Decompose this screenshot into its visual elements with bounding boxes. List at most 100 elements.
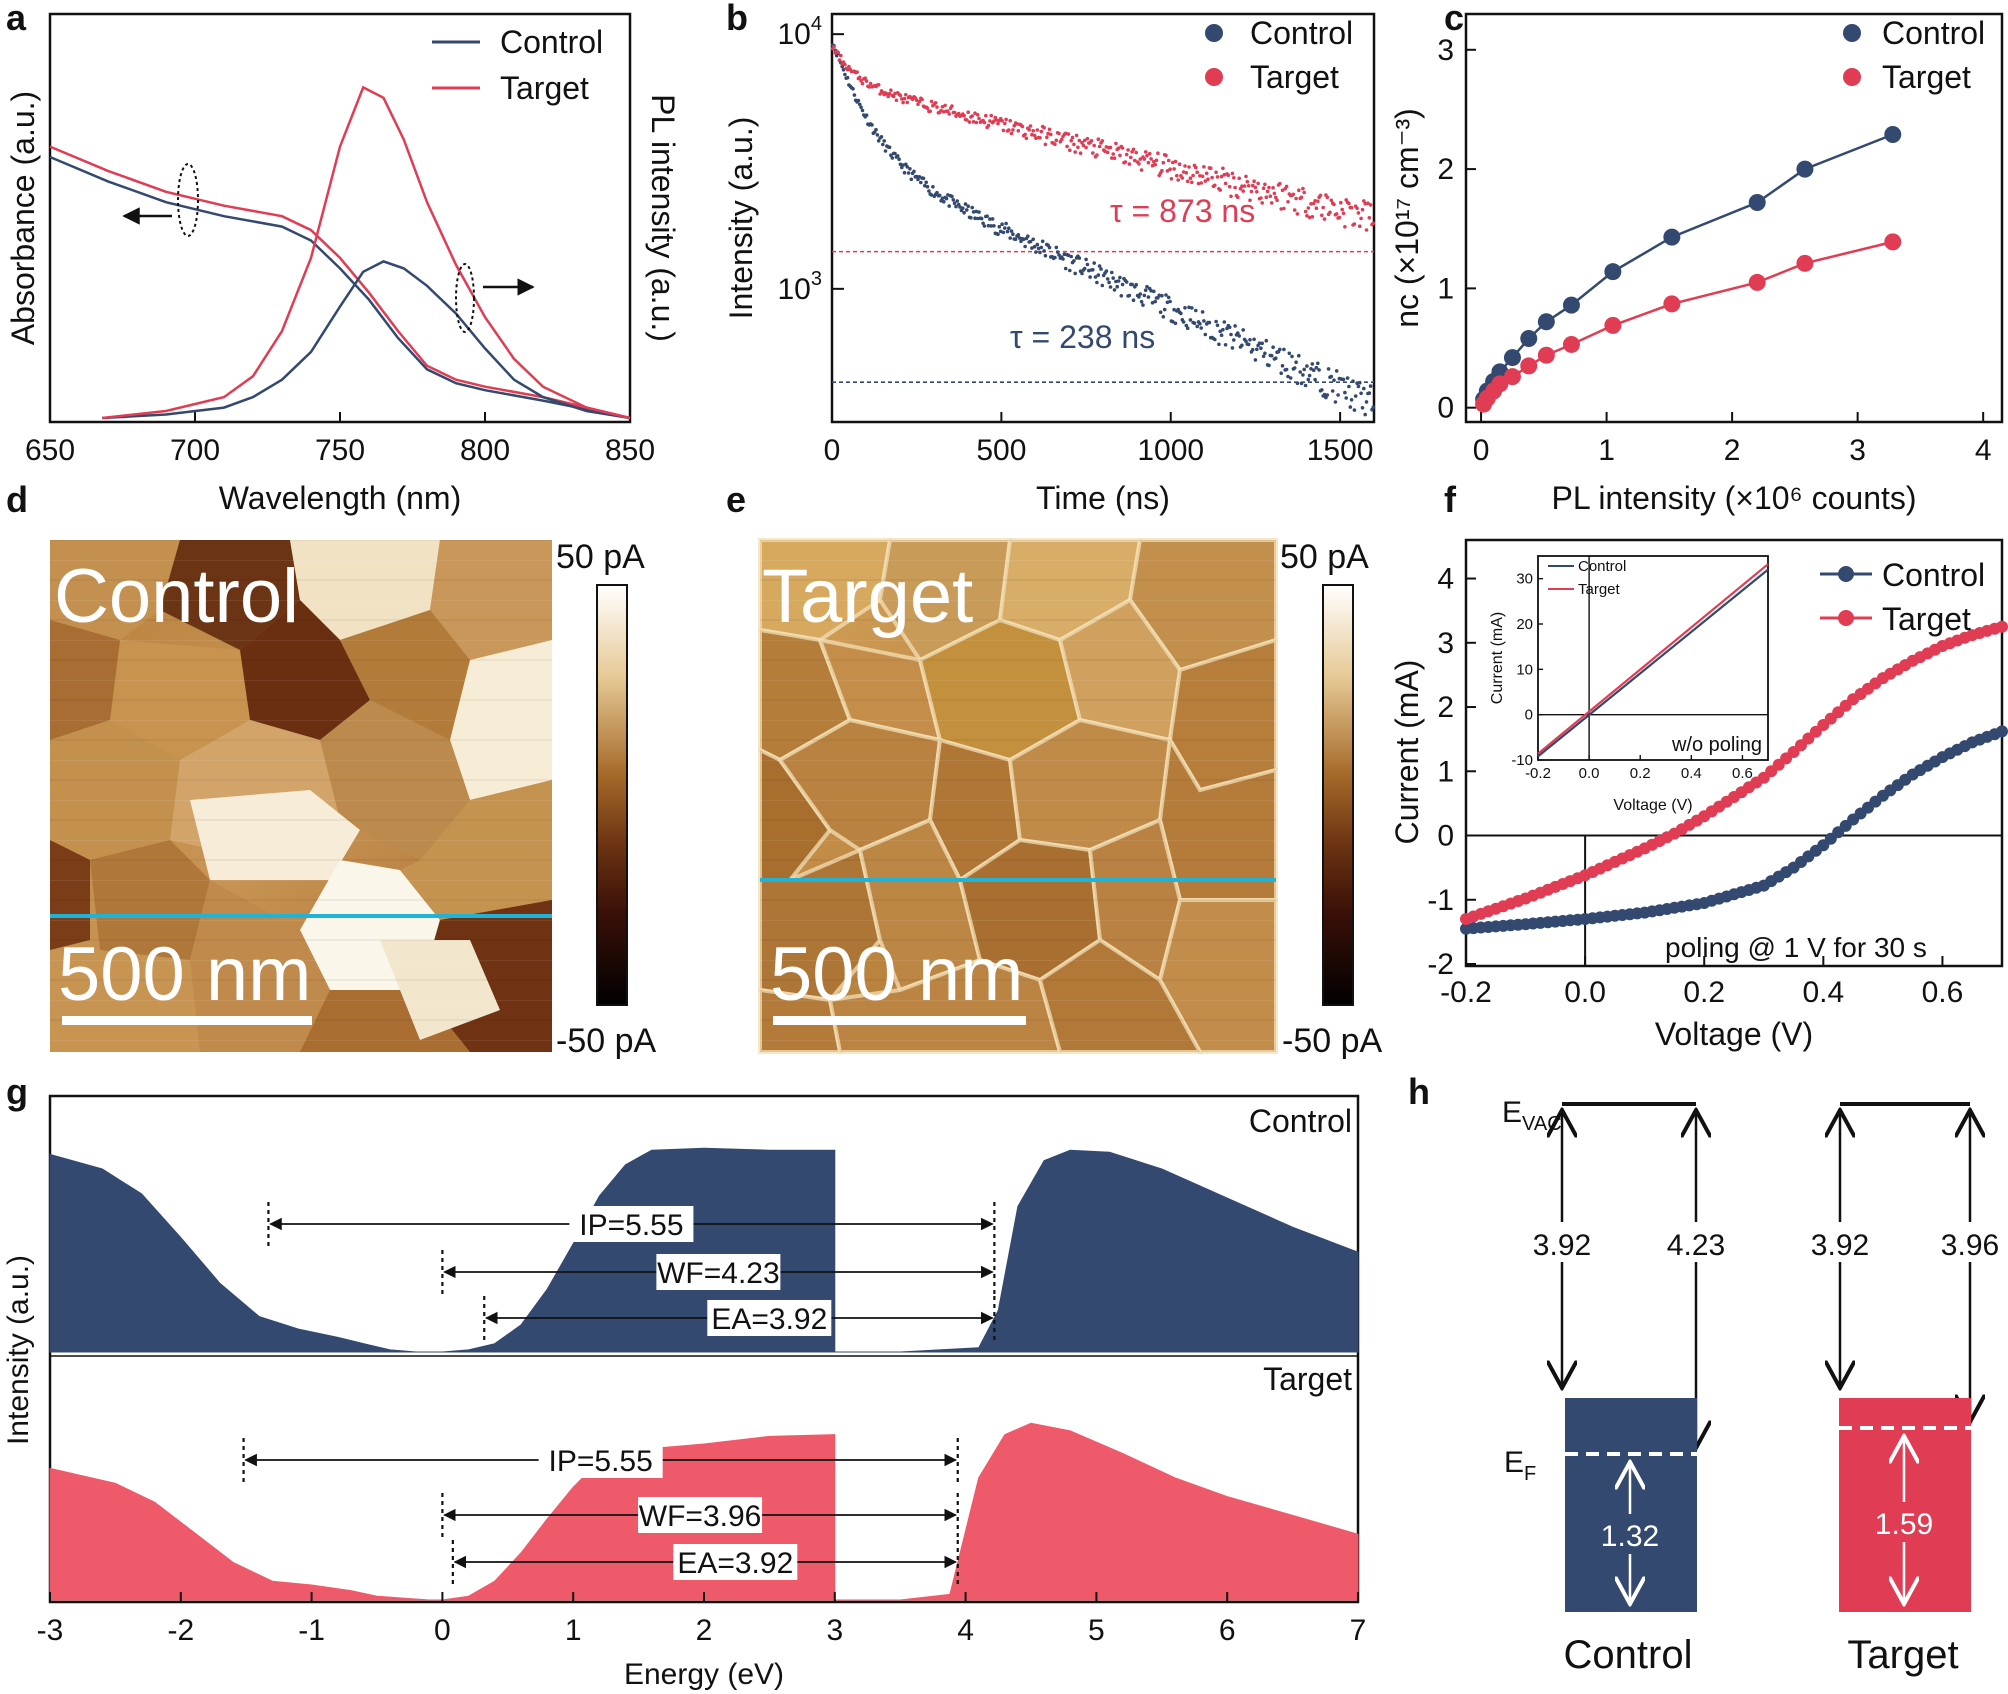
panel-g-plot-area: IP=5.55 WF=4.23 EA=3.92 IP=5.55 WF=3.96 EA=3.… bbox=[37, 1147, 1366, 1647]
panel-b-plot-area: 0 500 1000 1500 103 104 bbox=[778, 13, 1376, 467]
decay-point bbox=[1145, 284, 1149, 289]
decay-point bbox=[1112, 288, 1117, 292]
decay-point bbox=[1111, 152, 1115, 156]
panel-label-g: g bbox=[6, 1071, 28, 1112]
data-point-target bbox=[1491, 375, 1509, 393]
inset-xlabel: Voltage (V) bbox=[1613, 797, 1692, 814]
ups-span-label: EA=3.92 bbox=[677, 1547, 793, 1580]
decay-point bbox=[1368, 203, 1373, 207]
data-point-control bbox=[1663, 228, 1681, 246]
x-tick-label-g: 4 bbox=[957, 1614, 974, 1647]
data-point-control bbox=[1503, 349, 1521, 367]
decay-point bbox=[1367, 391, 1372, 395]
decay-point bbox=[1278, 347, 1282, 352]
decay-point bbox=[1089, 139, 1094, 143]
x-tick-label-a: 850 bbox=[605, 434, 655, 467]
decay-point bbox=[1143, 150, 1148, 154]
decay-point bbox=[1241, 189, 1245, 193]
decay-point bbox=[1016, 129, 1021, 133]
decay-point bbox=[1005, 229, 1010, 234]
decay-point bbox=[1043, 253, 1048, 258]
decay-point bbox=[1026, 234, 1030, 238]
decay-point bbox=[1013, 237, 1018, 242]
decay-point bbox=[1096, 137, 1101, 141]
decay-point bbox=[1322, 392, 1327, 397]
decay-point bbox=[1325, 393, 1330, 397]
decay-point bbox=[1207, 320, 1212, 325]
decay-point bbox=[935, 105, 939, 109]
decay-point bbox=[1263, 182, 1267, 187]
decay-point bbox=[839, 53, 843, 58]
panel-f-ylabel: Current (mA) bbox=[1389, 660, 1425, 845]
decay-point bbox=[900, 97, 904, 101]
decay-point bbox=[1095, 280, 1099, 285]
legend-label-target: Target bbox=[500, 70, 589, 106]
decay-point bbox=[1141, 303, 1145, 307]
inset-y-tick-label: -10 bbox=[1511, 752, 1533, 769]
decay-point bbox=[1313, 199, 1317, 203]
decay-point bbox=[1158, 310, 1163, 315]
decay-point bbox=[1246, 184, 1251, 188]
legend-dot-control bbox=[1838, 566, 1854, 582]
decay-point bbox=[1314, 365, 1319, 370]
decay-point bbox=[962, 210, 966, 215]
afm-colorbar-min-control: -50 pA bbox=[556, 1022, 656, 1060]
decay-point bbox=[1036, 246, 1041, 251]
panel-f-inset: -0.2 0.0 0.2 0.4 0.6 -10 0 10 20 30 Control Targe… bbox=[1489, 555, 1769, 814]
decay-point bbox=[1030, 132, 1034, 137]
decay-point bbox=[1203, 179, 1208, 183]
decay-point bbox=[1177, 162, 1182, 166]
decay-point bbox=[1236, 331, 1240, 335]
decay-point bbox=[1016, 233, 1021, 237]
decay-point bbox=[1190, 306, 1194, 310]
pl-line-control bbox=[102, 260, 631, 420]
decay-point bbox=[1007, 128, 1011, 132]
decay-point bbox=[1352, 222, 1357, 226]
decay-point bbox=[1161, 160, 1166, 165]
legend-label-control: Control bbox=[1250, 15, 1353, 51]
decay-point bbox=[1162, 307, 1167, 312]
left-ellipse-marker bbox=[177, 163, 199, 237]
decay-point bbox=[1172, 167, 1176, 171]
decay-point bbox=[1119, 294, 1124, 298]
decay-point bbox=[843, 62, 847, 67]
data-point-control bbox=[1562, 296, 1580, 314]
decay-point bbox=[1059, 137, 1064, 142]
decay-point bbox=[1349, 398, 1354, 402]
decay-point bbox=[1004, 221, 1008, 226]
y-tick-label-f: 0 bbox=[1437, 820, 1454, 853]
legend-label-control: Control bbox=[1882, 15, 1985, 51]
decay-point bbox=[1213, 337, 1217, 342]
decay-point bbox=[952, 110, 957, 115]
decay-point bbox=[1297, 188, 1301, 192]
decay-point bbox=[1307, 215, 1312, 220]
decay-point bbox=[1295, 212, 1300, 216]
decay-point bbox=[1031, 129, 1035, 133]
decay-point bbox=[1091, 268, 1095, 272]
decay-point bbox=[882, 139, 886, 143]
decay-point bbox=[1282, 347, 1286, 352]
decay-point bbox=[859, 105, 863, 110]
decay-point bbox=[870, 123, 874, 127]
inset-y-tick-label: 0 bbox=[1525, 707, 1533, 724]
x-tick-label-g: 5 bbox=[1088, 1614, 1105, 1647]
decay-point bbox=[984, 113, 988, 118]
decay-point bbox=[1217, 342, 1221, 347]
inset-line-control bbox=[1537, 568, 1769, 758]
inset-x-tick-label: 0.4 bbox=[1681, 765, 1702, 782]
panel-h-energy-diagram: EVAC EF 3.92 4.23 1.32 Control 3.92 bbox=[1502, 1096, 2002, 1677]
x-tick-label-c: 3 bbox=[1849, 434, 1866, 467]
decay-point bbox=[1264, 338, 1269, 343]
decay-point bbox=[1168, 167, 1172, 171]
decay-point bbox=[1166, 295, 1171, 300]
inset-legend-control: Control bbox=[1578, 558, 1626, 575]
decay-point bbox=[1146, 295, 1151, 299]
decay-point bbox=[1215, 175, 1220, 179]
decay-point bbox=[1127, 162, 1132, 166]
afm-texture-control bbox=[50, 540, 552, 1052]
decay-point bbox=[1259, 346, 1263, 351]
decay-point bbox=[1138, 292, 1143, 296]
decay-point bbox=[1069, 254, 1073, 259]
data-point-control bbox=[1520, 329, 1538, 347]
decay-point bbox=[1284, 367, 1289, 372]
